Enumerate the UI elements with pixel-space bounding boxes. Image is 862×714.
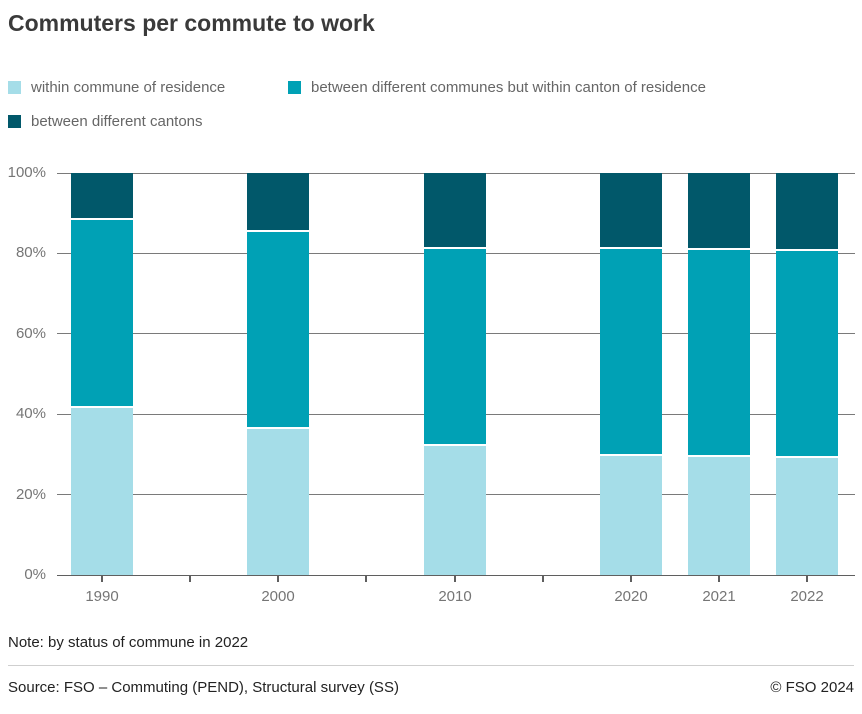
bar-segment-2010-s2 [424, 173, 486, 249]
x-axis-tick [277, 576, 279, 582]
x-axis-label: 2020 [614, 588, 648, 605]
x-axis-tick [365, 576, 367, 582]
x-axis-line [57, 574, 855, 576]
legend-item-within-commune: within commune of residence [8, 79, 225, 96]
bar-segment-2022-s0 [776, 458, 838, 575]
x-axis-tick [718, 576, 720, 582]
chart-note: Note: by status of commune in 2022 [8, 634, 249, 651]
x-axis-label: 2022 [790, 588, 824, 605]
bar-segment-2010-s1 [424, 248, 486, 447]
y-axis-label: 40% [15, 405, 46, 423]
bar-segment-2000-s1 [247, 232, 309, 429]
bar-segment-2022-s2 [776, 173, 838, 251]
legend-label: between different communes but within ca… [311, 79, 706, 96]
x-axis-tick [806, 576, 808, 582]
x-axis-tick [189, 576, 191, 582]
bar-segment-1990-s0 [71, 408, 133, 575]
y-axis-label: 80% [15, 244, 46, 262]
bar-segment-1990-s1 [71, 220, 133, 409]
legend-label: within commune of residence [31, 79, 226, 96]
legend-item-between-communes: between different communes but within ca… [288, 79, 706, 96]
bar-segment-2021-s0 [688, 456, 750, 575]
x-axis-tick [101, 576, 103, 582]
legend-label: between different cantons [31, 113, 203, 130]
x-axis-tick [630, 576, 632, 582]
footer-divider [8, 665, 854, 666]
legend-swatch-within-commune [8, 81, 21, 94]
bar-segment-2020-s2 [600, 173, 662, 249]
x-axis-tick [454, 576, 456, 582]
y-axis-label: 60% [15, 324, 46, 342]
y-axis-label: 20% [15, 485, 46, 503]
x-axis-label: 2021 [702, 588, 736, 605]
legend-item-between-cantons: between different cantons [8, 113, 203, 130]
source-text: Source: FSO – Commuting (PEND), Structur… [8, 679, 399, 696]
bar-segment-2020-s1 [600, 248, 662, 456]
legend-swatch-between-cantons [8, 115, 21, 128]
x-axis-label: 1990 [85, 588, 119, 605]
y-axis-label: 100% [7, 164, 46, 181]
x-axis-label: 2010 [438, 588, 472, 605]
x-axis-tick [542, 576, 544, 582]
bar-segment-2000-s0 [247, 428, 309, 575]
bar-segment-1990-s2 [71, 173, 133, 221]
copyright-text: © FSO 2024 [770, 679, 854, 696]
y-axis-label: 0% [24, 566, 46, 583]
bar-segment-2021-s1 [688, 249, 750, 457]
bar-segment-2021-s2 [688, 173, 750, 250]
bar-segment-2020-s0 [600, 455, 662, 575]
bar-segment-2022-s1 [776, 250, 838, 459]
bar-segment-2000-s2 [247, 173, 309, 233]
bar-segment-2010-s0 [424, 446, 486, 575]
legend-swatch-between-communes [288, 81, 301, 94]
page-title: Commuters per commute to work [8, 10, 375, 36]
x-axis-label: 2000 [261, 588, 295, 605]
